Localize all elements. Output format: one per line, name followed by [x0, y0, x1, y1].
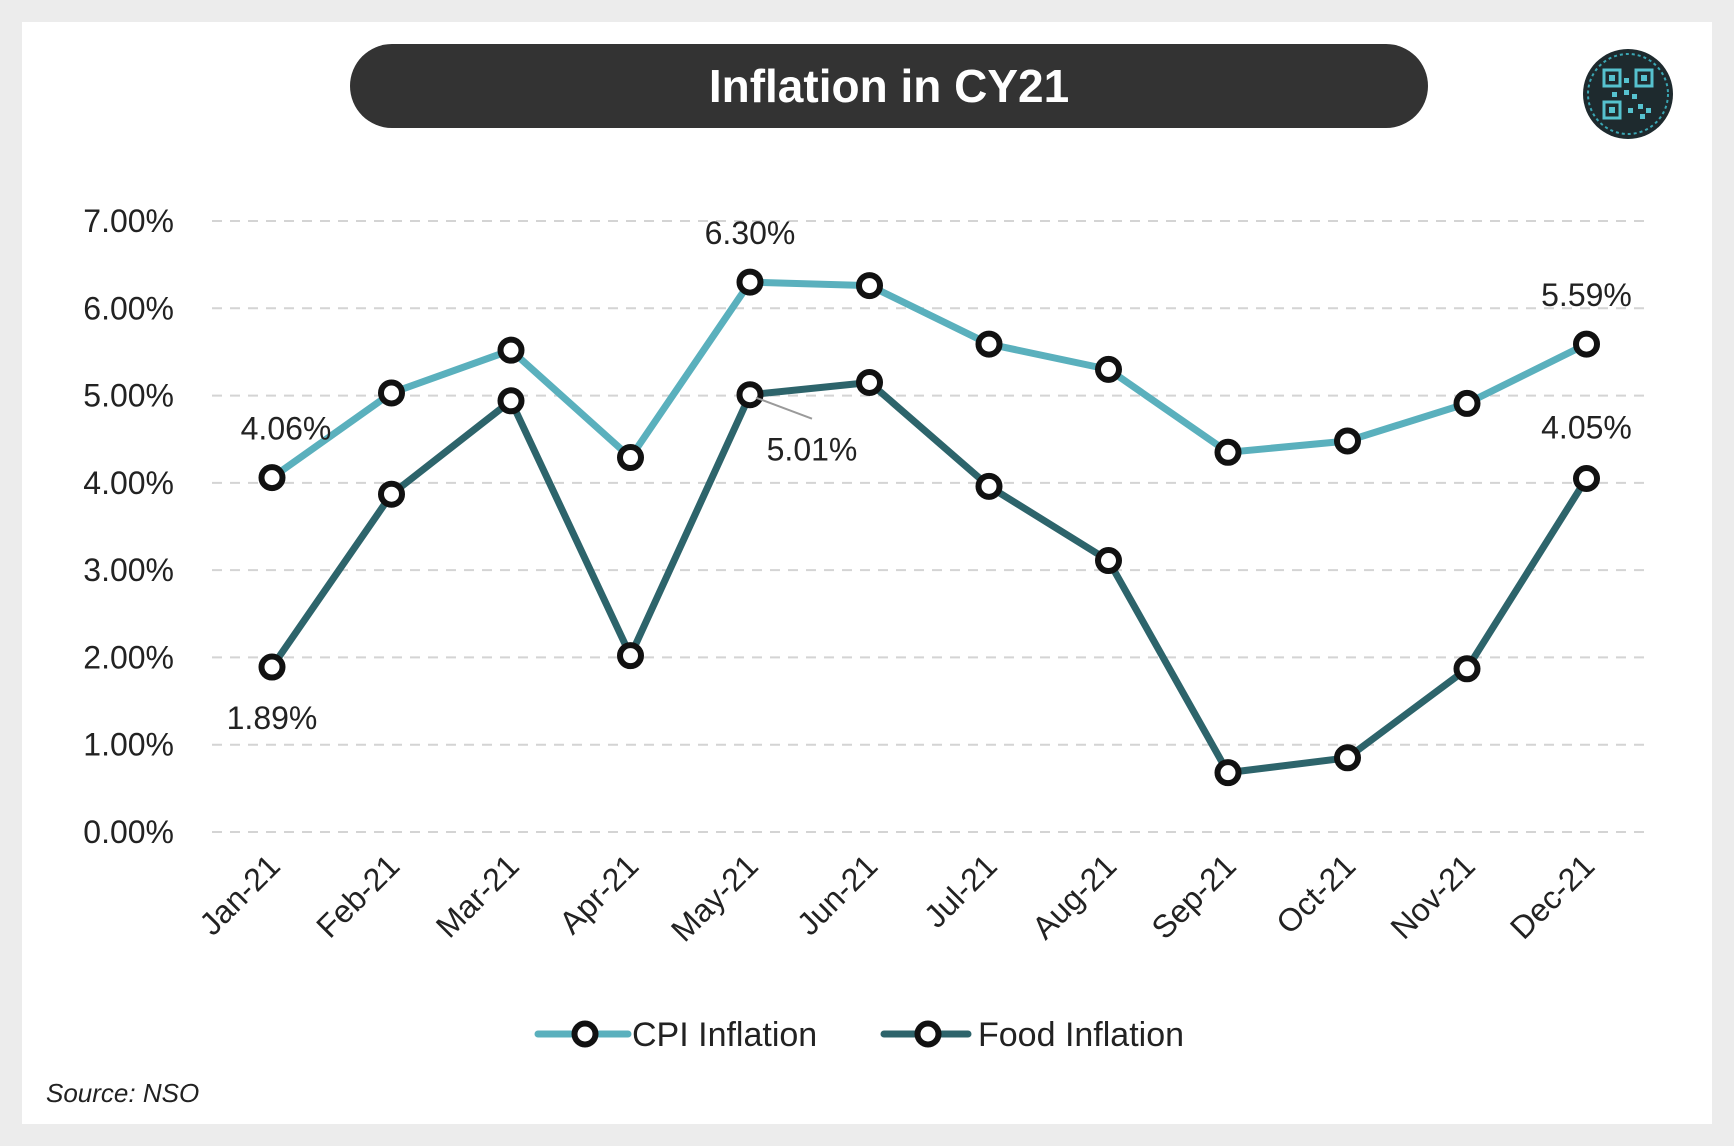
series-line: [268, 278, 1590, 482]
x-tick-label: May-21: [664, 847, 765, 948]
y-tick-label: 0.00%: [83, 814, 174, 850]
x-tick-label: Mar-21: [429, 847, 526, 944]
data-point: [1453, 655, 1481, 683]
chart-card: [22, 22, 1712, 1124]
data-label: 5.01%: [767, 432, 858, 468]
data-point: [1453, 389, 1481, 417]
source-note: Source: NSO: [46, 1078, 200, 1108]
x-tick-label: Feb-21: [309, 847, 406, 944]
series-line: [268, 378, 1590, 777]
data-point: [975, 330, 1003, 358]
x-tick-label: Jun-21: [790, 847, 885, 942]
data-point: [497, 336, 525, 364]
qr-code-logo-icon: [1583, 49, 1673, 139]
legend-marker: [571, 1020, 599, 1048]
x-tick-label: Jan-21: [192, 847, 287, 942]
label-leader-line: [755, 396, 813, 420]
data-point: [1214, 759, 1242, 787]
data-point: [856, 272, 883, 300]
x-tick-label: Apr-21: [552, 847, 645, 940]
legend-label: CPI Inflation: [632, 1016, 817, 1054]
x-tick-label: Dec-21: [1503, 847, 1601, 945]
data-point: [1095, 547, 1122, 575]
data-point: [975, 472, 1003, 500]
data-point: [1334, 744, 1361, 772]
x-tick-label: Sep-21: [1145, 847, 1243, 945]
x-tick-label: Jul-21: [917, 847, 1004, 934]
data-label: 6.30%: [705, 215, 796, 251]
data-point: [736, 381, 764, 409]
data-label: 4.06%: [241, 411, 332, 447]
data-point: [258, 653, 286, 681]
data-label: 4.05%: [1541, 409, 1632, 445]
data-point: [497, 387, 525, 415]
y-tick-label: 7.00%: [83, 203, 174, 239]
data-point: [617, 642, 644, 670]
y-tick-label: 4.00%: [83, 465, 174, 501]
data-point: [1573, 330, 1600, 358]
y-tick-label: 6.00%: [83, 290, 174, 326]
title-banner: Inflation in CY21: [350, 44, 1428, 128]
data-point: [736, 268, 764, 296]
y-tick-label: 5.00%: [83, 378, 174, 414]
y-tick-label: 1.00%: [83, 727, 174, 763]
y-tick-label: 2.00%: [83, 639, 174, 675]
data-point: [1334, 427, 1361, 455]
data-point: [856, 368, 883, 396]
data-point: [1095, 355, 1122, 383]
data-label: 1.89%: [227, 700, 318, 736]
data-point: [617, 444, 644, 472]
data-point: [378, 480, 405, 508]
x-tick-label: Oct-21: [1269, 847, 1362, 940]
legend-marker: [914, 1020, 942, 1048]
data-point: [1214, 438, 1242, 466]
data-point: [378, 379, 405, 407]
y-tick-label: 3.00%: [83, 552, 174, 588]
data-point: [1573, 464, 1600, 492]
x-tick-label: Aug-21: [1025, 847, 1123, 945]
legend-label: Food Inflation: [978, 1016, 1184, 1054]
data-point: [258, 464, 286, 492]
chart-title: Inflation in CY21: [708, 60, 1070, 112]
x-tick-label: Nov-21: [1384, 847, 1482, 945]
data-label: 5.59%: [1541, 277, 1632, 313]
